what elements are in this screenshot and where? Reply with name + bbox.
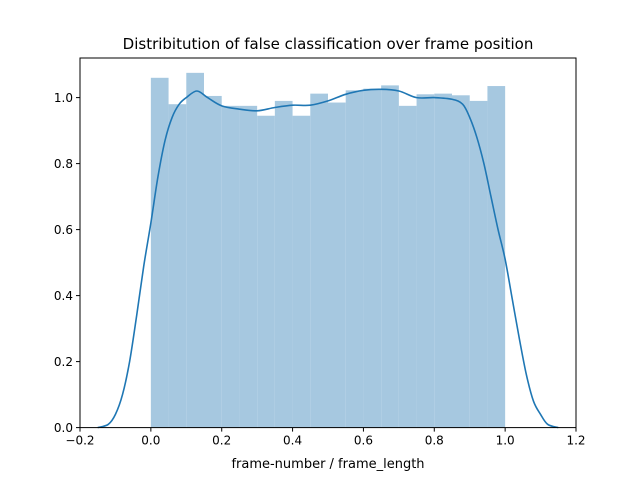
x-axis: −0.2 0.0 0.2 0.4 0.6 0.8 1.0 1.2 [65,427,586,448]
chart-title: Distribitution of false classification o… [123,35,534,53]
axes-frame [79,57,577,429]
histogram-bar [381,85,399,428]
x-tick-label: 0.0 [141,434,160,448]
histogram-bar [204,95,222,428]
y-tick-label: 1.0 [54,91,73,105]
histogram-bar [150,77,169,428]
histogram-bar [168,104,187,428]
histogram-bar [487,86,506,428]
x-tick-label: 0.4 [283,434,302,448]
x-axis-label: frame-number / frame_length [231,457,424,472]
histogram-bar [345,90,364,428]
histogram-bar [257,115,275,428]
histogram-bar [328,102,346,428]
histogram-bar [186,72,204,428]
histogram-bar [452,95,470,428]
histogram-bar [310,93,328,428]
histogram-bar [239,105,258,428]
y-tick-label: 0.2 [54,355,73,369]
x-tick-label: −0.2 [65,434,94,448]
histogram-bar [434,93,452,428]
x-tick-label: 0.6 [354,434,373,448]
x-tick-label: 0.8 [425,434,444,448]
y-axis: 0.0 0.2 0.4 0.6 0.8 1.0 [54,91,80,435]
x-tick-label: 0.2 [212,434,231,448]
kde-density-line [97,88,559,429]
histogram-bar [469,100,488,428]
histogram-bar [363,88,382,428]
histogram-bar [292,115,311,428]
x-tick-label: 1.0 [496,434,515,448]
histogram-bar [416,94,435,428]
y-tick-label: 0.4 [54,289,73,303]
y-tick-label: 0.0 [54,421,73,435]
plot-area [97,72,559,429]
y-tick-label: 0.6 [54,223,73,237]
histogram-bar [274,100,293,428]
histogram-bar [398,105,417,428]
y-tick-label: 0.8 [54,157,73,171]
histogram-bar [221,105,240,428]
x-tick-label: 1.2 [566,434,585,448]
